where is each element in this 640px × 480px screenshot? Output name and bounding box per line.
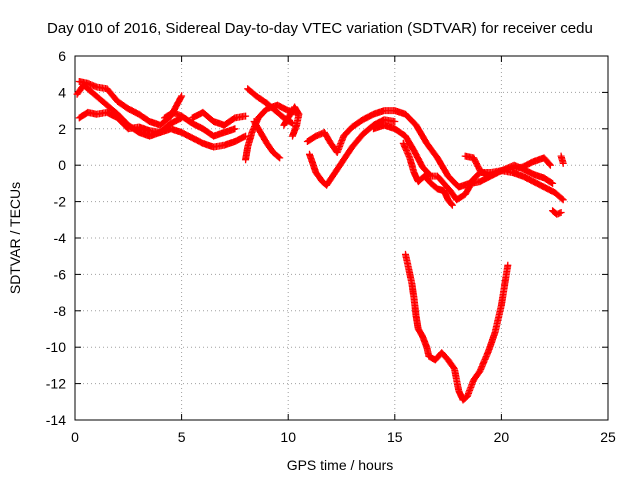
chart-title: Day 010 of 2016, Sidereal Day-to-day VTE… <box>47 20 593 37</box>
series-track-16 <box>557 152 567 167</box>
y-tick-label: 0 <box>58 157 66 173</box>
series-track-11 <box>306 116 399 189</box>
y-tick-label: -10 <box>46 339 66 355</box>
y-tick-label: -2 <box>54 194 67 210</box>
y-tick-label: -8 <box>54 303 67 319</box>
series-track-3 <box>75 108 250 151</box>
x-tick-label: 20 <box>494 429 510 445</box>
series-track-17 <box>549 207 565 218</box>
data-point-markers <box>161 108 239 140</box>
data-point-markers <box>250 118 284 162</box>
data-point-markers <box>402 250 512 404</box>
data-points <box>73 78 567 404</box>
y-tick-label: 4 <box>58 84 66 100</box>
data-point-markers <box>188 108 250 129</box>
data-point-markers <box>557 152 567 167</box>
x-tick-label: 0 <box>71 429 79 445</box>
series-track-15 <box>461 152 557 187</box>
y-tick-label: -4 <box>54 230 67 246</box>
data-point-markers <box>75 108 250 151</box>
y-tick-label: 2 <box>58 121 66 137</box>
data-point-markers <box>399 139 456 209</box>
y-axis-title: SDTVAR / TECUs <box>7 182 23 294</box>
y-tick-label: -12 <box>46 376 66 392</box>
x-tick-label: 5 <box>178 429 186 445</box>
x-tick-label: 25 <box>600 429 616 445</box>
y-tick-label: 6 <box>58 48 66 64</box>
data-point-markers <box>280 103 303 140</box>
data-point-markers <box>306 116 399 189</box>
data-point-markers <box>461 152 557 187</box>
y-tick-label: -14 <box>46 412 66 428</box>
series-track-4 <box>161 108 239 140</box>
x-axis-title: GPS time / hours <box>287 457 394 473</box>
grid <box>75 56 608 420</box>
series-track-14 <box>399 139 456 209</box>
data-point-markers <box>303 128 348 156</box>
series-track-8 <box>250 118 284 162</box>
x-tick-label: 15 <box>387 429 403 445</box>
axis-ticks: 0 5 10 15 20 25 -14 -12 -10 -8 -6 -4 -2 0 2 4 6 <box>46 48 616 445</box>
series-track-1 <box>75 78 186 129</box>
data-point-markers <box>75 78 186 129</box>
y-tick-label: -6 <box>54 266 67 282</box>
x-tick-label: 10 <box>280 429 296 445</box>
series-track-9 <box>280 103 303 140</box>
series-track-5 <box>188 108 250 129</box>
data-point-markers <box>549 207 565 218</box>
plot-frame <box>74 55 609 421</box>
series-track-10 <box>303 128 348 156</box>
series-track-18 <box>402 250 512 404</box>
